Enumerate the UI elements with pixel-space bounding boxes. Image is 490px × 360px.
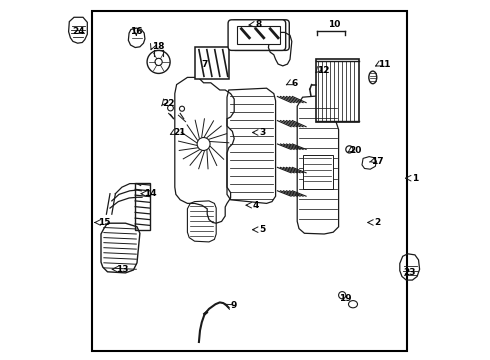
Text: 9: 9 [230, 301, 237, 310]
Text: 20: 20 [350, 146, 362, 155]
Text: 24: 24 [73, 27, 85, 36]
Text: 15: 15 [98, 218, 110, 227]
Text: 16: 16 [130, 27, 143, 36]
Text: 12: 12 [317, 66, 330, 75]
Text: 3: 3 [259, 128, 266, 137]
Text: 19: 19 [339, 293, 351, 302]
Text: 18: 18 [151, 41, 164, 50]
Text: 7: 7 [201, 59, 208, 68]
Bar [303, 155, 333, 189]
Text: 11: 11 [378, 59, 391, 68]
Text: 4: 4 [253, 201, 259, 210]
Text: 22: 22 [162, 99, 175, 108]
FancyBboxPatch shape [232, 20, 289, 50]
Bar [135, 183, 150, 230]
Bar [195, 47, 229, 79]
Text: 2: 2 [374, 218, 381, 227]
Bar [237, 26, 280, 44]
Text: 13: 13 [116, 265, 128, 274]
Text: 23: 23 [404, 269, 416, 277]
Text: 17: 17 [371, 157, 384, 166]
Text: 6: 6 [292, 79, 298, 88]
Text: 8: 8 [256, 20, 262, 29]
Text: 5: 5 [259, 225, 266, 234]
Text: 14: 14 [145, 189, 157, 198]
Text: 1: 1 [413, 174, 419, 183]
Text: 21: 21 [173, 128, 186, 137]
FancyBboxPatch shape [228, 20, 286, 50]
Bar [316, 59, 360, 122]
Bar [92, 11, 407, 351]
Text: 10: 10 [328, 20, 341, 29]
